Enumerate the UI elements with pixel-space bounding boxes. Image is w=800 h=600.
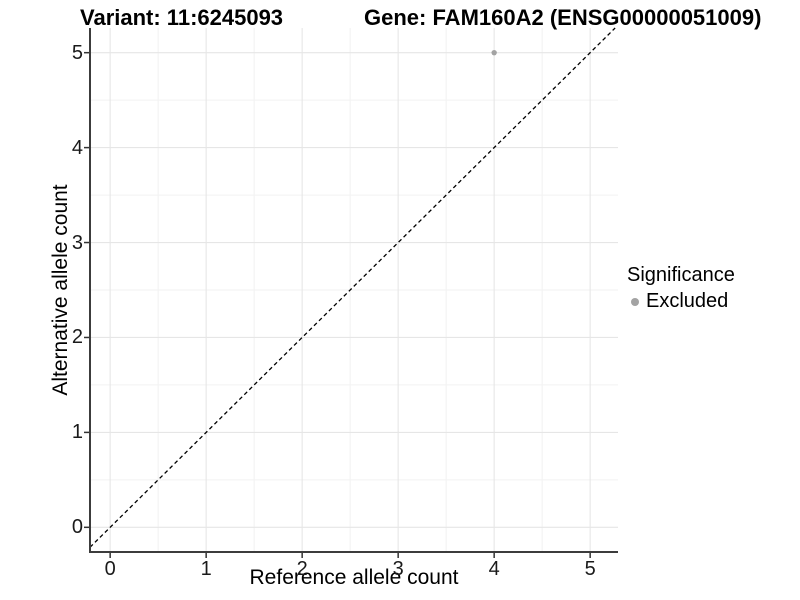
y-tick-label: 4 <box>71 136 83 159</box>
data-point <box>491 49 497 56</box>
plot-title-variant: Variant: 11:6245093 <box>80 5 284 30</box>
y-tick-label: 2 <box>71 326 83 349</box>
y-tick-label: 1 <box>71 421 83 444</box>
x-tick-label: 1 <box>200 558 212 580</box>
x-tick-label: 2 <box>296 558 308 580</box>
y-tick-label: 5 <box>71 41 83 64</box>
x-tick-label: 5 <box>584 558 596 580</box>
legend-title: Significance <box>627 264 735 286</box>
identity-line <box>89 27 616 548</box>
legend: Significance Excluded <box>627 264 735 313</box>
x-tick-label: 4 <box>488 558 500 580</box>
x-tick-label: 3 <box>392 558 404 580</box>
y-tick-label: 0 <box>71 516 83 539</box>
y-tick-label: 3 <box>71 231 83 254</box>
x-axis-title: Reference allele count <box>249 566 459 589</box>
y-axis-title: Alternative allele count <box>49 184 72 396</box>
plot-title-gene: Gene: FAM160A2 (ENSG00000051009) <box>364 5 762 30</box>
x-tick-label: 0 <box>104 558 116 580</box>
legend-point-icon <box>631 297 639 306</box>
legend-entry-label: Excluded <box>646 290 729 312</box>
legend-entry-excluded: Excluded <box>627 290 735 313</box>
